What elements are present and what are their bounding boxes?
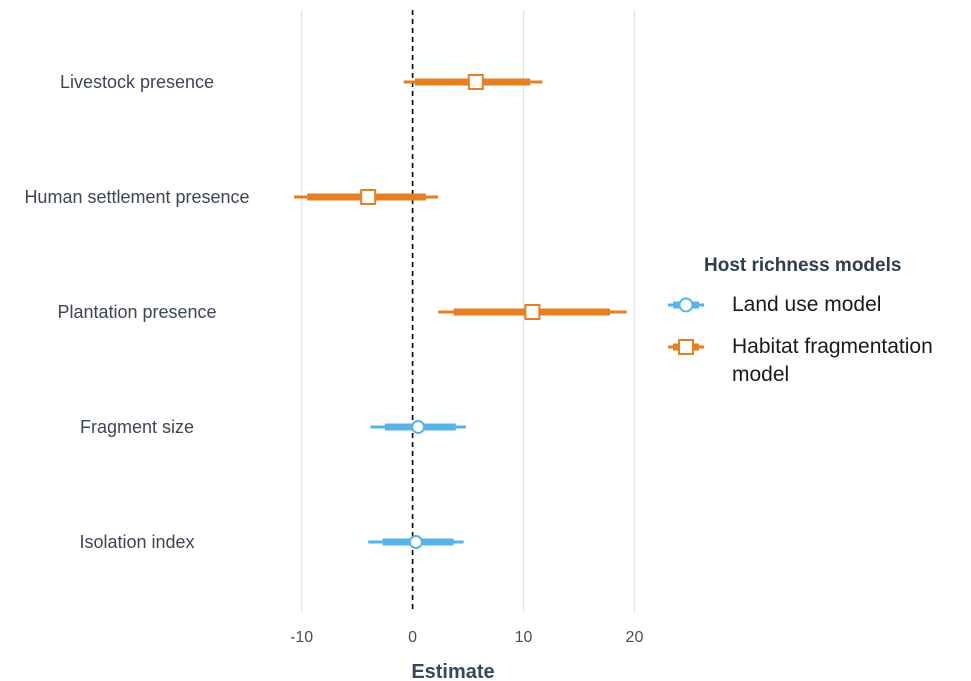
x-tick-label: 0: [408, 629, 417, 646]
category-label: Human settlement presence: [24, 187, 249, 207]
estimate-rows: [293, 74, 627, 549]
point-estimate-square: [524, 304, 541, 320]
x-tick-label: 10: [515, 629, 533, 646]
x-axis-ticks: -10 0 10 20: [290, 629, 643, 646]
estimate-row: [370, 420, 466, 434]
estimate-row: [293, 189, 439, 205]
x-tick-label: -10: [290, 629, 313, 646]
estimate-row: [438, 304, 627, 320]
category-label: Livestock presence: [60, 72, 214, 92]
legend-label-land-use: Land use model: [732, 293, 882, 316]
x-tick-label: 20: [626, 629, 644, 646]
category-label: Fragment size: [80, 417, 194, 437]
point-estimate-circle: [408, 535, 423, 549]
category-label: Isolation index: [79, 532, 194, 552]
estimate-row: [368, 535, 464, 549]
legend-title: Host richness models: [704, 255, 902, 276]
legend-key-square: [668, 339, 704, 355]
category-label: Plantation presence: [57, 302, 216, 322]
legend-label-habitat: Habitat fragmentation model: [732, 335, 933, 386]
legend-key-circle: [668, 297, 704, 313]
legend-item-habitat: Habitat fragmentation model: [668, 333, 968, 389]
point-estimate-square: [467, 74, 484, 90]
legend-item-land-use: Land use model: [668, 291, 968, 319]
category-labels: Livestock presence Human settlement prese…: [24, 72, 249, 552]
legend: Host richness models Land use model Habi…: [668, 255, 968, 389]
estimate-row: [403, 74, 543, 90]
point-estimate-circle: [411, 420, 426, 434]
x-axis-title: Estimate: [411, 661, 494, 681]
point-estimate-square: [360, 189, 377, 205]
